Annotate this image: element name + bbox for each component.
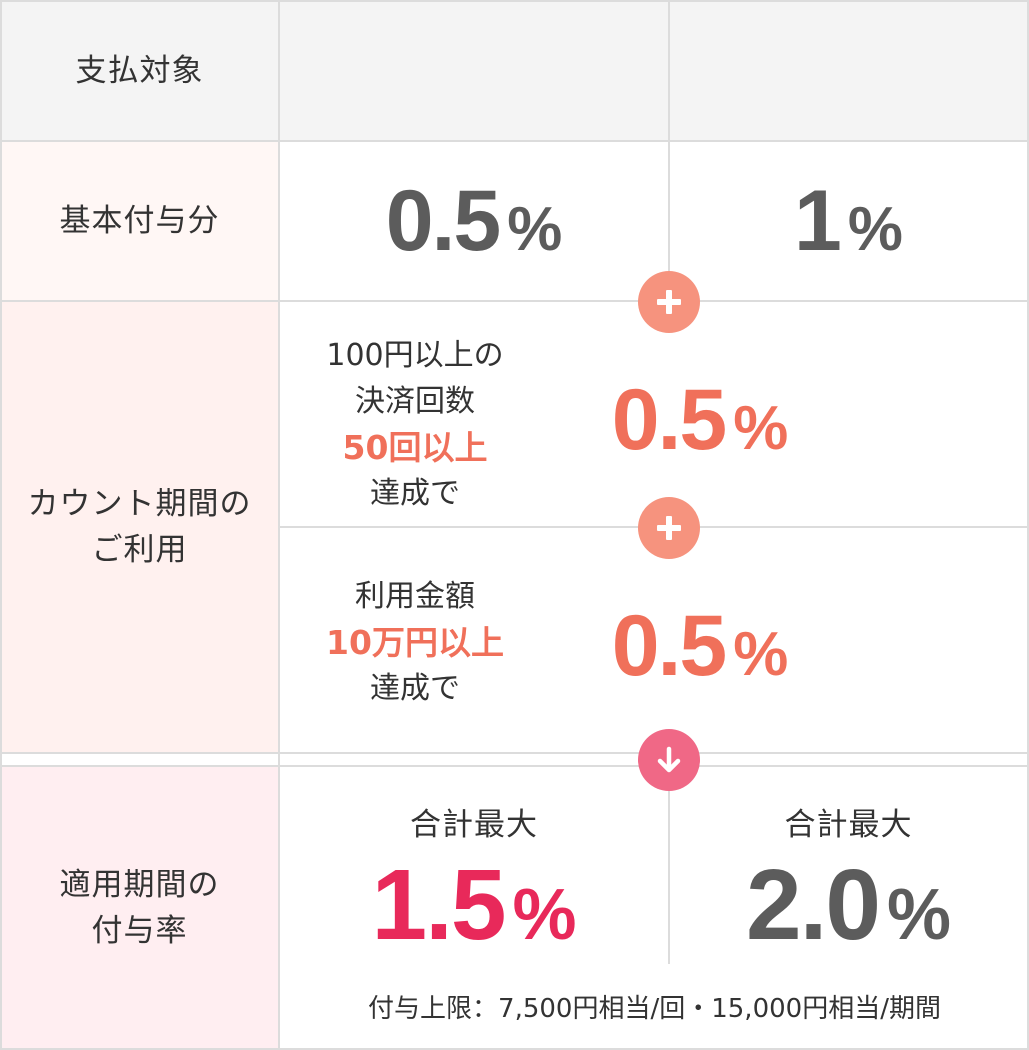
header-label: 支払対象 (75, 52, 204, 89)
rate-col2-caption: 合計最大 (784, 807, 913, 843)
rate-label: 適用期間の 付与率 (59, 867, 220, 949)
header-row-bg (0, 0, 1029, 141)
header-col1 (280, 0, 668, 141)
count-label-bg (0, 301, 279, 754)
col-divider-2-bottom (668, 766, 670, 964)
col-divider-1 (278, 0, 280, 1050)
arrow-down-icon-glyph (657, 746, 681, 773)
condition-payment-count-rate: 0.5% (611, 372, 789, 468)
col-divider-2-top (668, 0, 670, 301)
outer-border-right (1027, 0, 1029, 1050)
plus-icon (638, 271, 700, 333)
plus-icon-glyph-2 (657, 516, 681, 540)
row-divider-count-end (0, 752, 1029, 754)
plus-icon-2 (638, 497, 700, 559)
condition-usage-amount-rate: 0.5% (611, 598, 789, 694)
outer-border-bottom (0, 1048, 1029, 1050)
arrow-down-icon (638, 729, 700, 791)
header-col2 (670, 0, 1027, 141)
rate-label-bg (0, 766, 279, 1050)
rate-col2-total: 2.0% (745, 849, 952, 961)
row-divider-rate-start (0, 765, 1029, 767)
base-col2-rate: 1% (794, 173, 903, 269)
outer-border-left (0, 0, 2, 1050)
condition-payment-count: 100円以上の 決済回数 50回以上 達成で (326, 338, 504, 511)
row-divider-header (0, 140, 1029, 142)
count-label: カウント期間の ご利用 (27, 486, 252, 568)
grant-limit-note: 付与上限：7,500円相当/回・15,000円相当/期間 (368, 994, 941, 1024)
plus-icon-glyph (657, 290, 681, 314)
rate-col1-caption: 合計最大 (410, 807, 538, 843)
base-label: 基本付与分 (59, 203, 220, 239)
condition-usage-amount: 利用金額 10万円以上 達成で (326, 579, 504, 706)
row-divider-base (0, 300, 1029, 302)
base-col1-rate: 0.5% (385, 173, 563, 269)
rate-col1-total: 1.5% (371, 849, 577, 961)
base-label-bg (0, 141, 279, 301)
outer-border-top (0, 0, 1029, 2)
